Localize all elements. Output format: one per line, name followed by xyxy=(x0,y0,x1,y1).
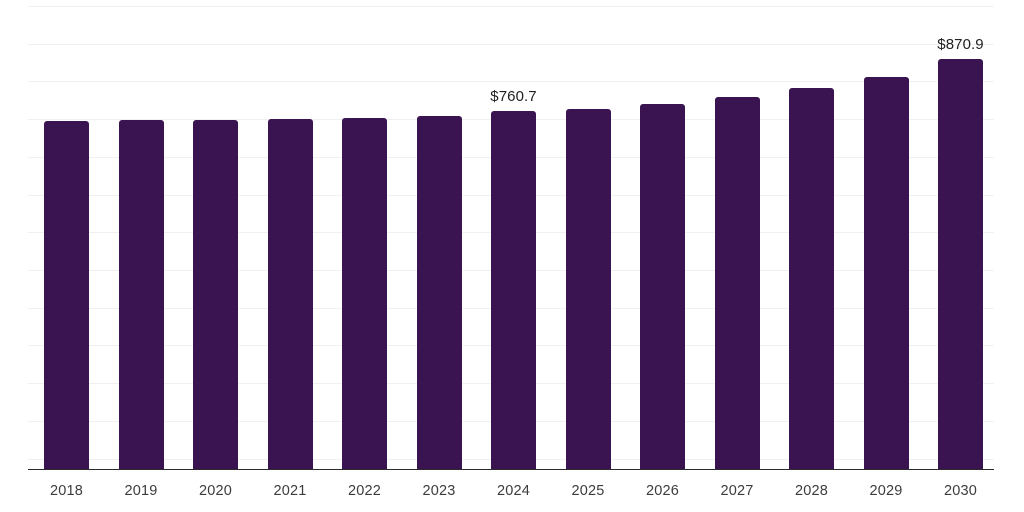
bar-2025[interactable] xyxy=(565,109,611,469)
bar-rect[interactable] xyxy=(565,109,611,469)
bar-rect[interactable] xyxy=(44,121,89,469)
bar-2029[interactable] xyxy=(863,76,909,469)
x-tick-2026: 2026 xyxy=(645,483,680,499)
bar-rect[interactable] xyxy=(267,118,313,469)
bar-2019[interactable] xyxy=(118,120,164,469)
bar-rect[interactable] xyxy=(342,117,387,469)
bar-2026[interactable] xyxy=(640,104,685,469)
x-tick-2028: 2028 xyxy=(794,483,829,499)
x-tick-2021: 2021 xyxy=(273,483,307,499)
bar-rect[interactable] xyxy=(193,119,238,469)
x-tick-2030: 2030 xyxy=(943,483,978,499)
bar-rect[interactable] xyxy=(714,97,760,469)
bar-rect[interactable] xyxy=(491,111,536,469)
bar-2027[interactable] xyxy=(714,97,760,469)
x-axis-line xyxy=(28,468,994,470)
bar-2024[interactable]: $760.7 xyxy=(490,88,537,469)
bar-rect[interactable] xyxy=(118,120,164,469)
bar-rect[interactable] xyxy=(416,116,462,469)
bar-rect[interactable] xyxy=(640,104,685,469)
x-tick-2018: 2018 xyxy=(49,483,84,499)
bar-value-label-2030: $870.9 xyxy=(937,36,984,54)
x-tick-2027: 2027 xyxy=(720,483,754,499)
gridline xyxy=(28,43,994,45)
bar-rect[interactable] xyxy=(789,88,834,469)
bar-2018[interactable] xyxy=(44,121,89,469)
gridline xyxy=(28,6,994,7)
bar-2021[interactable] xyxy=(267,118,313,469)
x-tick-2029: 2029 xyxy=(869,483,903,499)
bar-2030[interactable]: $870.9 xyxy=(937,36,984,469)
bar-rect[interactable] xyxy=(863,76,909,469)
bar-2020[interactable] xyxy=(193,119,238,469)
bar-2023[interactable] xyxy=(416,116,462,469)
x-tick-2024: 2024 xyxy=(496,483,531,499)
bar-2028[interactable] xyxy=(789,88,834,469)
bar-rect[interactable] xyxy=(938,59,983,469)
x-tick-2023: 2023 xyxy=(422,483,456,499)
x-tick-2025: 2025 xyxy=(571,483,605,499)
bar-2022[interactable] xyxy=(342,117,387,469)
gridline xyxy=(28,81,994,83)
x-tick-2019: 2019 xyxy=(124,483,158,499)
x-tick-2020: 2020 xyxy=(198,483,233,499)
x-tick-2022: 2022 xyxy=(347,483,382,499)
bar-value-label-2024: $760.7 xyxy=(490,88,537,106)
